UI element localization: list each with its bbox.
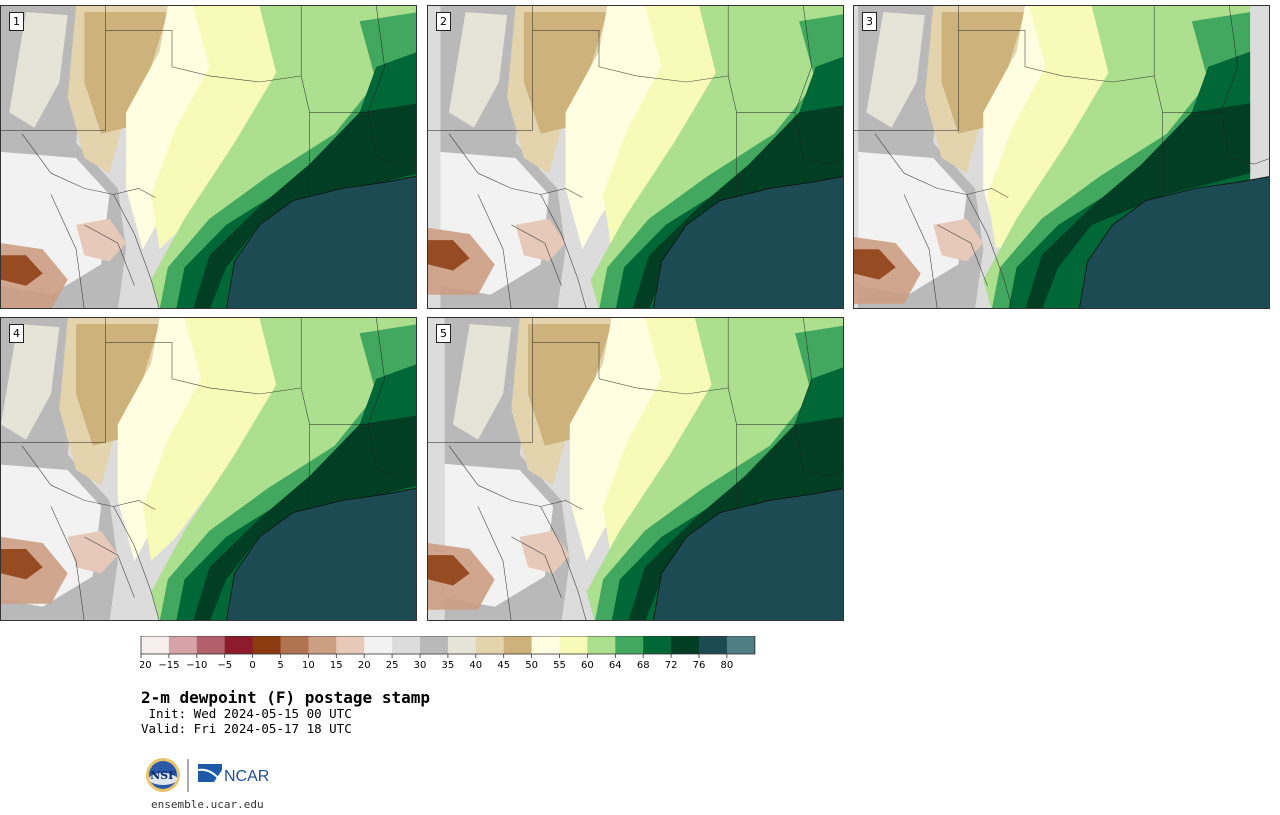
colorbar-swatch: [392, 636, 421, 654]
colorbar-tick-label: −15: [158, 660, 179, 671]
colorbar: −20 −15 −10 −5 0 5 10 15 20 25 30 35 40 45 50 55 60 64 68 7…: [140, 636, 756, 671]
colorbar-swatch: [726, 636, 756, 654]
colorbar-swatch: [224, 636, 254, 654]
colorbar-tick-label: 5: [277, 660, 283, 671]
colorbar-tick-label: −20: [140, 660, 152, 671]
colorbar-tick-label: 72: [665, 660, 678, 671]
colorbar-tick-label: 10: [302, 660, 315, 671]
panel-number-label: 4: [9, 324, 24, 343]
chart-title: 2-m dewpoint (F) postage stamp: [141, 688, 430, 707]
logos: NSF NCAR: [144, 756, 274, 796]
colorbar-tick-label: 35: [442, 660, 455, 671]
colorbar-swatch: [308, 636, 337, 654]
colorbar-swatch: [699, 636, 728, 654]
colorbar-swatch: [559, 636, 588, 654]
colorbar-tick-label: 55: [553, 660, 566, 671]
colorbar-swatch: [252, 636, 281, 654]
colorbar-swatch: [420, 636, 449, 654]
colorbar-swatch: [280, 636, 309, 654]
colorbar-tick-label: 15: [330, 660, 343, 671]
map-panel: 2: [427, 5, 844, 309]
colorbar-swatch: [141, 636, 170, 654]
colorbar-tick-label: 50: [525, 660, 538, 671]
colorbar-swatch: [196, 636, 226, 654]
map-panel: 1: [0, 5, 417, 309]
map-panel: 3: [853, 5, 1270, 309]
colorbar-tick-label: 20: [358, 660, 371, 671]
colorbar-swatch: [615, 636, 644, 654]
colorbar-tick-label: −5: [217, 660, 232, 671]
colorbar-swatch: [447, 636, 477, 654]
valid-time: Valid: Fri 2024-05-17 18 UTC: [141, 721, 352, 736]
colorbar-tick-label: 25: [386, 660, 399, 671]
colorbar-tick-label: 0: [249, 660, 255, 671]
colorbar-tick-label: 60: [581, 660, 594, 671]
ncar-logo-icon: NCAR: [197, 764, 269, 785]
colorbar-swatch: [475, 636, 505, 654]
colorbar-swatch: [671, 636, 700, 654]
map-panel: 4: [0, 317, 417, 621]
colorbar-tick-label: 80: [721, 660, 734, 671]
colorbar-tick-label: 64: [609, 660, 622, 671]
colorbar-tick-label: 76: [693, 660, 706, 671]
colorbar-tick-label: 68: [637, 660, 650, 671]
colorbar-tick-label: 45: [497, 660, 510, 671]
panel-number-label: 2: [436, 12, 451, 31]
ncar-logo-text: NCAR: [224, 768, 269, 785]
colorbar-swatch: [336, 636, 365, 654]
colorbar-tick-label: 40: [469, 660, 482, 671]
panel-number-label: 3: [862, 12, 877, 31]
website-url[interactable]: ensemble.ucar.edu: [151, 798, 264, 811]
nsf-ncar-logo: NSF NCAR: [146, 758, 269, 792]
colorbar-swatch: [168, 636, 198, 654]
colorbar-tick-label: 30: [414, 660, 427, 671]
colorbar-swatch: [587, 636, 616, 654]
colorbar-swatch: [364, 636, 393, 654]
panel-number-label: 1: [9, 12, 24, 31]
colorbar-tick-label: −10: [186, 660, 207, 671]
colorbar-swatch: [531, 636, 560, 654]
colorbar-swatch: [643, 636, 672, 654]
colorbar-swatch: [503, 636, 533, 654]
init-time: Init: Wed 2024-05-15 00 UTC: [141, 706, 352, 721]
nsf-logo-icon: NSF: [146, 758, 180, 792]
map-panel: 5: [427, 317, 844, 621]
panel-number-label: 5: [436, 324, 451, 343]
nsf-logo-text: NSF: [150, 769, 176, 782]
